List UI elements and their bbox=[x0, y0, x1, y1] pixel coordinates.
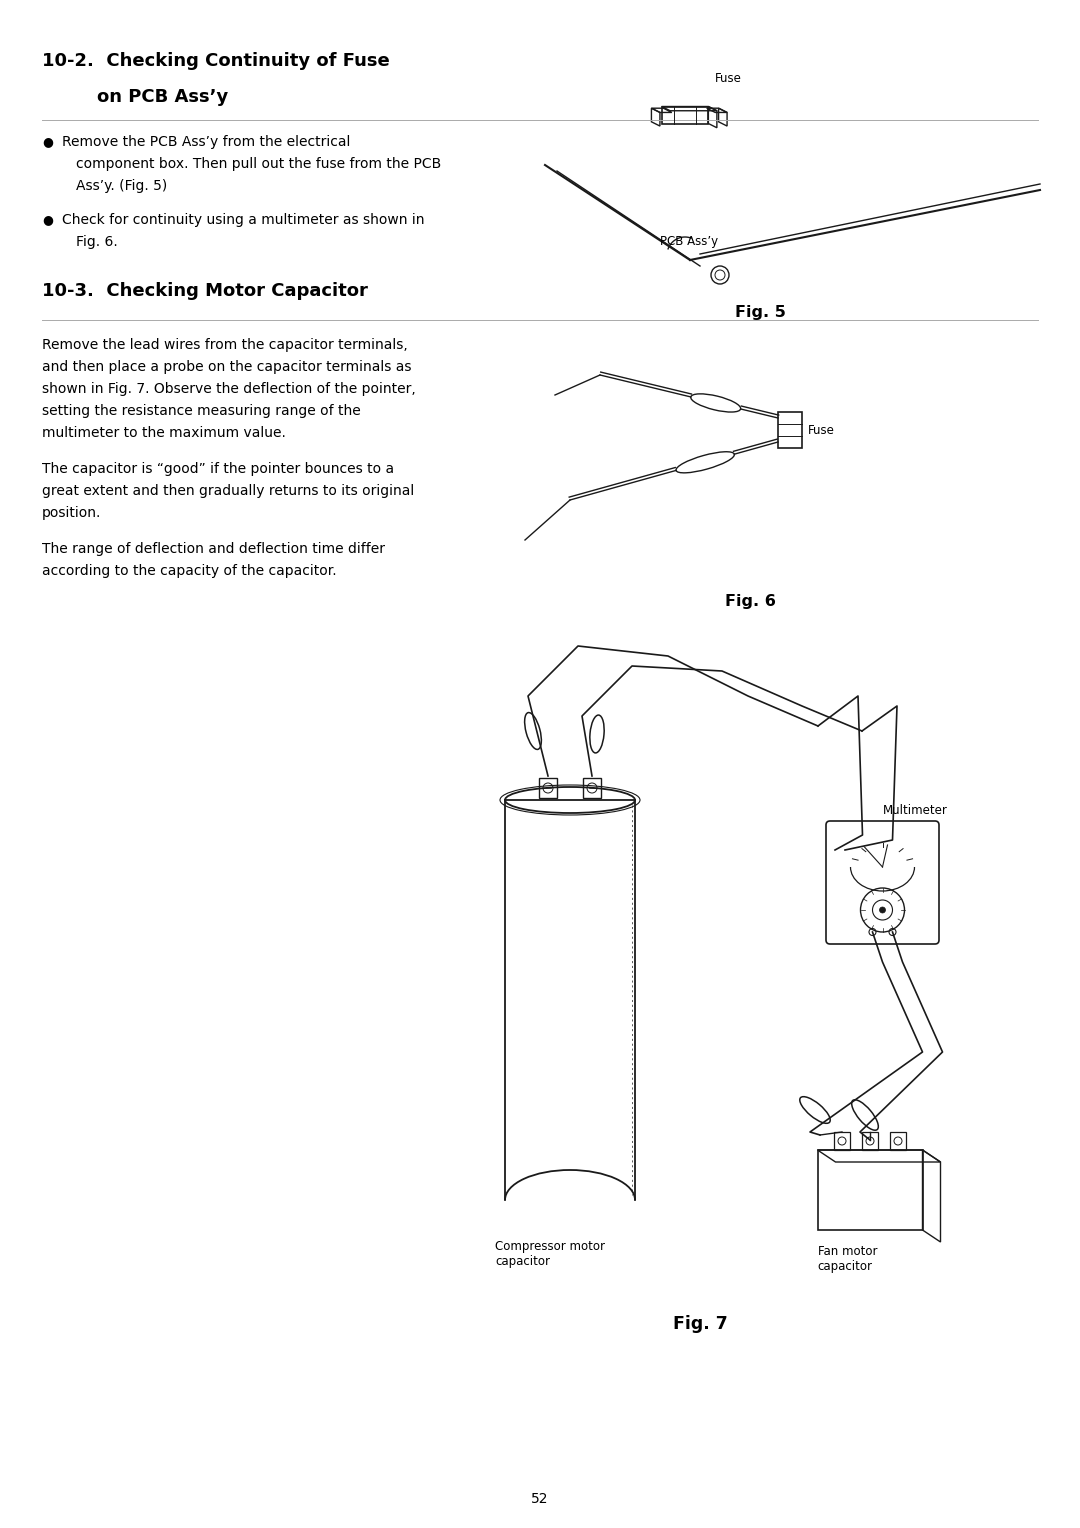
Text: Fuse: Fuse bbox=[808, 423, 835, 437]
Text: Multimeter: Multimeter bbox=[882, 804, 947, 817]
Text: Remove the lead wires from the capacitor terminals,: Remove the lead wires from the capacitor… bbox=[42, 338, 408, 351]
Text: 10-2.  Checking Continuity of Fuse: 10-2. Checking Continuity of Fuse bbox=[42, 52, 390, 70]
Text: Fig. 6.: Fig. 6. bbox=[76, 235, 118, 249]
Text: Fig. 6: Fig. 6 bbox=[725, 594, 775, 610]
Bar bbox=[862, 1132, 878, 1151]
Text: Fig. 7: Fig. 7 bbox=[673, 1316, 727, 1332]
Bar bbox=[539, 778, 557, 798]
Text: Compressor motor
capacitor: Compressor motor capacitor bbox=[495, 1241, 605, 1268]
Bar bbox=[778, 413, 802, 448]
Text: Remove the PCB Ass’y from the electrical: Remove the PCB Ass’y from the electrical bbox=[62, 134, 350, 150]
Text: component box. Then pull out the fuse from the PCB: component box. Then pull out the fuse fr… bbox=[76, 157, 442, 171]
Bar bbox=[834, 1132, 850, 1151]
Text: Fan motor
capacitor: Fan motor capacitor bbox=[818, 1245, 877, 1273]
Text: Fuse: Fuse bbox=[715, 72, 742, 86]
Text: ●: ● bbox=[42, 212, 53, 226]
Text: ●: ● bbox=[42, 134, 53, 148]
Text: shown in Fig. 7. Observe the deflection of the pointer,: shown in Fig. 7. Observe the deflection … bbox=[42, 382, 416, 396]
Text: according to the capacity of the capacitor.: according to the capacity of the capacit… bbox=[42, 564, 337, 578]
Text: The capacitor is “good” if the pointer bounces to a: The capacitor is “good” if the pointer b… bbox=[42, 461, 394, 477]
Text: multimeter to the maximum value.: multimeter to the maximum value. bbox=[42, 426, 286, 440]
Text: The range of deflection and deflection time differ: The range of deflection and deflection t… bbox=[42, 542, 384, 556]
Bar bbox=[583, 778, 600, 798]
Text: Ass’y. (Fig. 5): Ass’y. (Fig. 5) bbox=[76, 179, 167, 193]
Text: and then place a probe on the capacitor terminals as: and then place a probe on the capacitor … bbox=[42, 361, 411, 374]
Circle shape bbox=[879, 908, 886, 914]
Text: great extent and then gradually returns to its original: great extent and then gradually returns … bbox=[42, 484, 415, 498]
Text: Fig. 5: Fig. 5 bbox=[734, 306, 785, 319]
Text: 10-3.  Checking Motor Capacitor: 10-3. Checking Motor Capacitor bbox=[42, 283, 368, 299]
Text: Check for continuity using a multimeter as shown in: Check for continuity using a multimeter … bbox=[62, 212, 424, 228]
Text: on PCB Ass’y: on PCB Ass’y bbox=[97, 89, 228, 105]
Text: PCB Ass’y: PCB Ass’y bbox=[660, 235, 718, 248]
Text: 52: 52 bbox=[531, 1491, 549, 1507]
Text: setting the resistance measuring range of the: setting the resistance measuring range o… bbox=[42, 403, 361, 419]
Text: position.: position. bbox=[42, 506, 102, 520]
Bar bbox=[890, 1132, 906, 1151]
